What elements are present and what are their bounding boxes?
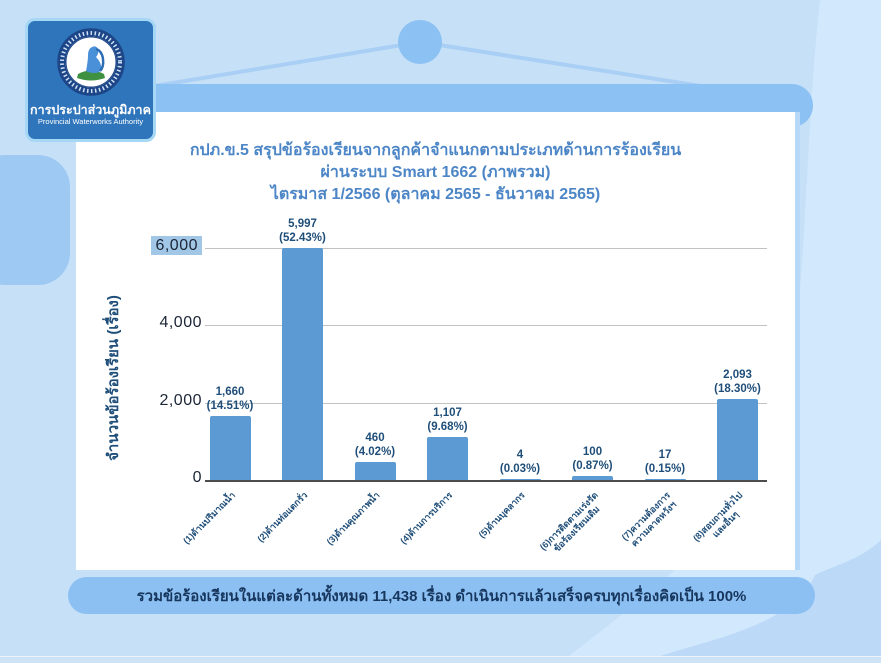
summary-text: รวมข้อร้องเรียนในแต่ละด้านทั้งหมด 11,438… <box>136 587 747 605</box>
bar-value-label: 2,093 (18.30%) <box>714 369 761 395</box>
category-label-text: (5)ด้านบุคลากร <box>477 490 528 540</box>
bar <box>282 248 323 480</box>
y-tick-label: 2,000 <box>159 391 202 409</box>
highlighted-tick: 6,000 <box>151 236 202 255</box>
bar-value-label: 4 (0.03%) <box>499 448 541 475</box>
chart-title-line3: ไตรมาส 1/2566 (ตุลาคม 2565 - ธันวาคม 256… <box>270 186 601 203</box>
bar-value-label: 1,660 (14.51%) <box>206 386 254 412</box>
chart-title: กปภ.ข.5 สรุปข้อร้องเรียนจากลูกค้าจำแนกตา… <box>76 140 795 206</box>
bottom-edge-strip <box>0 656 881 663</box>
chart-title-line1: กปภ.ข.5 สรุปข้อร้องเรียนจากลูกค้าจำแนกตา… <box>189 142 682 159</box>
y-tick-label: 6,000 <box>114 236 202 255</box>
category-label-text: (7)ความต้องการ ความคาดหวังฯ <box>619 490 678 549</box>
chart-card: กปภ.ข.5 สรุปข้อร้องเรียนจากลูกค้าจำแนกตา… <box>76 112 795 570</box>
category-label-text: (3)ด้านคุณภาพน้ำ <box>325 490 383 547</box>
bar <box>427 437 468 480</box>
gridline <box>205 402 767 404</box>
pwa-seal-icon <box>56 28 125 96</box>
y-tick-label: 4,000 <box>159 314 202 332</box>
y-tick-label: 0 <box>192 469 202 486</box>
category-label-text: (4)ด้านการบริการ <box>398 490 455 547</box>
bar-value-label: 17 (0.15%) <box>644 448 686 475</box>
pwa-logo: การประปาส่วนภูมิภาค Provincial Waterwork… <box>25 18 156 142</box>
category-label-text: (8)สอบถามทั่วไป และอื่นๆ <box>691 490 745 544</box>
y-axis-title: จำนวนข้อร้องเรียน (เรื่อง) <box>105 295 122 461</box>
bar <box>572 476 613 480</box>
category-label-text: (2)ด้านท่อแตกรั่ว <box>255 490 310 545</box>
background-blob-right <box>560 0 881 663</box>
bar <box>499 478 541 480</box>
category-label-text: (6)การติดตามเร่งรัด ข้อร้องเรียนเดิม <box>537 490 601 554</box>
chart-title-line2: ผ่านระบบ Smart 1662 (ภาพรวม) <box>320 164 551 181</box>
org-name-english: Provincial Waterworks Authority <box>37 117 144 126</box>
bar-value-label: 460 (4.02%) <box>354 432 396 458</box>
hanger-circle <box>398 20 442 64</box>
bar-value-label: 5,997 (52.43%) <box>279 218 326 244</box>
bar <box>644 478 686 480</box>
bar <box>354 462 396 480</box>
summary-banner: รวมข้อร้องเรียนในแต่ละด้านทั้งหมด 11,438… <box>68 577 815 614</box>
background-blob-bottom <box>640 540 881 663</box>
gridline <box>205 325 767 327</box>
org-name-thai: การประปาส่วนภูมิภาค <box>30 103 151 117</box>
gridline <box>205 248 767 249</box>
bar <box>717 399 758 480</box>
left-edge-decoration <box>0 155 70 285</box>
bar <box>209 416 251 480</box>
category-label-text: (1)ด้านปริมาณน้ำ <box>181 490 238 546</box>
bar-value-label: 1,107 (9.68%) <box>427 407 468 433</box>
plot-area: 1,660 (14.51%) (1)ด้านปริมาณน้ำ 5,997 (52.… <box>181 218 767 553</box>
bar-value-label: 100 (0.87%) <box>572 446 613 472</box>
